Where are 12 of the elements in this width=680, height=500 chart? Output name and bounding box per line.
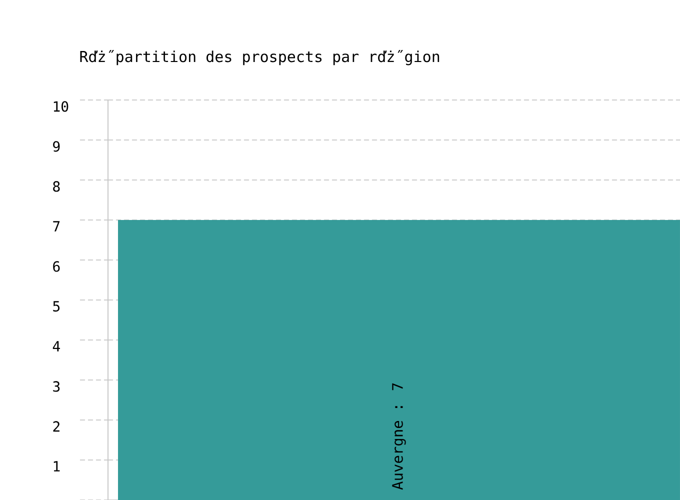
- y-tick-label: 10: [54, 101, 68, 112]
- y-tick-label: 9: [53, 141, 60, 152]
- y-tick-label: 8: [53, 181, 60, 192]
- data-label: Auvergne : 7: [392, 383, 406, 490]
- y-tick-label: 6: [53, 261, 60, 272]
- y-tick-label: 7: [53, 221, 60, 232]
- y-tick-label: 2: [53, 421, 60, 432]
- chart-title: Rďż˝partition des prospects par rďż˝gion: [80, 50, 440, 66]
- y-tick-label: 1: [54, 461, 60, 472]
- y-tick-label: 4: [52, 341, 60, 352]
- y-tick-label: 3: [53, 381, 60, 392]
- y-tick-label: 5: [53, 301, 60, 312]
